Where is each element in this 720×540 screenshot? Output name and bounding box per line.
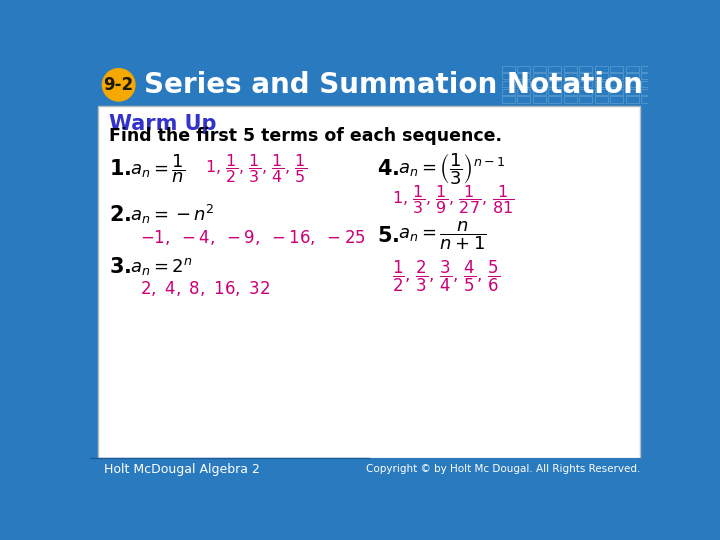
Bar xyxy=(502,65,515,72)
Bar xyxy=(517,89,530,95)
Bar xyxy=(548,65,561,72)
Bar xyxy=(564,89,577,95)
Bar xyxy=(610,73,624,79)
Bar xyxy=(579,96,593,103)
Bar xyxy=(564,65,577,72)
Bar xyxy=(626,89,639,95)
Text: $\mathbf{3.}$: $\mathbf{3.}$ xyxy=(109,256,132,276)
Bar xyxy=(610,65,624,72)
Bar xyxy=(533,73,546,79)
Text: $\dfrac{1}{2},\, \dfrac{2}{3},\, \dfrac{3}{4},\, \dfrac{4}{5},\, \dfrac{5}{6}$: $\dfrac{1}{2},\, \dfrac{2}{3},\, \dfrac{… xyxy=(392,259,500,294)
Bar xyxy=(626,81,639,87)
Bar xyxy=(502,73,515,79)
Bar xyxy=(626,73,639,79)
Bar xyxy=(533,81,546,87)
Bar xyxy=(548,96,561,103)
Bar xyxy=(502,81,515,87)
Bar xyxy=(595,73,608,79)
Text: $a_n = \dfrac{n}{n+1}$: $a_n = \dfrac{n}{n+1}$ xyxy=(398,219,487,252)
Bar xyxy=(533,89,546,95)
Text: $1,\, \dfrac{1}{3},\, \dfrac{1}{9},\, \dfrac{1}{27},\, \dfrac{1}{81}$: $1,\, \dfrac{1}{3},\, \dfrac{1}{9},\, \d… xyxy=(392,183,515,216)
Bar xyxy=(564,96,577,103)
Text: $-1,\ -4,\ -9,\ -16,\ -25$: $-1,\ -4,\ -9,\ -16,\ -25$ xyxy=(140,228,366,247)
Text: $1,\, \dfrac{1}{2},\, \dfrac{1}{3},\, \dfrac{1}{4},\, \dfrac{1}{5}$: $1,\, \dfrac{1}{2},\, \dfrac{1}{3},\, \d… xyxy=(204,152,307,185)
Bar xyxy=(579,81,593,87)
Text: $a_n = -n^2$: $a_n = -n^2$ xyxy=(130,204,215,226)
Bar xyxy=(90,457,648,481)
Bar xyxy=(533,96,546,103)
FancyBboxPatch shape xyxy=(98,106,640,457)
Text: Find the first 5 terms of each sequence.: Find the first 5 terms of each sequence. xyxy=(109,127,503,145)
Bar xyxy=(517,96,530,103)
Bar xyxy=(548,81,561,87)
Bar xyxy=(579,65,593,72)
Bar xyxy=(517,65,530,72)
Bar xyxy=(641,89,654,95)
Bar xyxy=(548,89,561,95)
Bar xyxy=(595,89,608,95)
Text: $\mathbf{2.}$: $\mathbf{2.}$ xyxy=(109,205,132,225)
Bar xyxy=(517,81,530,87)
Text: Series and Summation Notation: Series and Summation Notation xyxy=(144,71,643,99)
Bar xyxy=(641,73,654,79)
Bar xyxy=(564,73,577,79)
Bar xyxy=(626,65,639,72)
Bar xyxy=(626,96,639,103)
Bar xyxy=(548,73,561,79)
Bar xyxy=(579,89,593,95)
Bar xyxy=(595,81,608,87)
Bar xyxy=(502,89,515,95)
Bar xyxy=(610,81,624,87)
Text: Warm Up: Warm Up xyxy=(109,114,217,134)
Circle shape xyxy=(102,69,135,101)
Bar xyxy=(90,65,648,105)
Text: $\mathbf{1.}$: $\mathbf{1.}$ xyxy=(109,159,132,179)
Text: Holt McDougal Algebra 2: Holt McDougal Algebra 2 xyxy=(104,463,260,476)
Text: $\mathbf{5.}$: $\mathbf{5.}$ xyxy=(377,226,399,246)
Bar xyxy=(641,81,654,87)
Text: $\mathbf{4.}$: $\mathbf{4.}$ xyxy=(377,159,399,179)
Text: $a_n = \left(\dfrac{1}{3}\right)^{n-1}$: $a_n = \left(\dfrac{1}{3}\right)^{n-1}$ xyxy=(398,151,506,187)
Bar xyxy=(595,96,608,103)
Bar xyxy=(610,96,624,103)
Text: $2,\ 4,\ 8,\ 16,\ 32$: $2,\ 4,\ 8,\ 16,\ 32$ xyxy=(140,279,271,298)
Bar xyxy=(641,65,654,72)
Text: 9-2: 9-2 xyxy=(104,76,134,94)
Bar xyxy=(517,73,530,79)
Bar xyxy=(533,65,546,72)
Bar xyxy=(610,89,624,95)
Text: Copyright © by Holt Mc Dougal. All Rights Reserved.: Copyright © by Holt Mc Dougal. All Right… xyxy=(366,464,640,474)
Bar xyxy=(564,81,577,87)
Bar xyxy=(595,65,608,72)
Bar xyxy=(641,96,654,103)
Bar xyxy=(579,73,593,79)
Bar xyxy=(502,96,515,103)
Text: $a_n = \dfrac{1}{n}$: $a_n = \dfrac{1}{n}$ xyxy=(130,152,185,185)
Text: $a_n = 2^n$: $a_n = 2^n$ xyxy=(130,256,193,277)
